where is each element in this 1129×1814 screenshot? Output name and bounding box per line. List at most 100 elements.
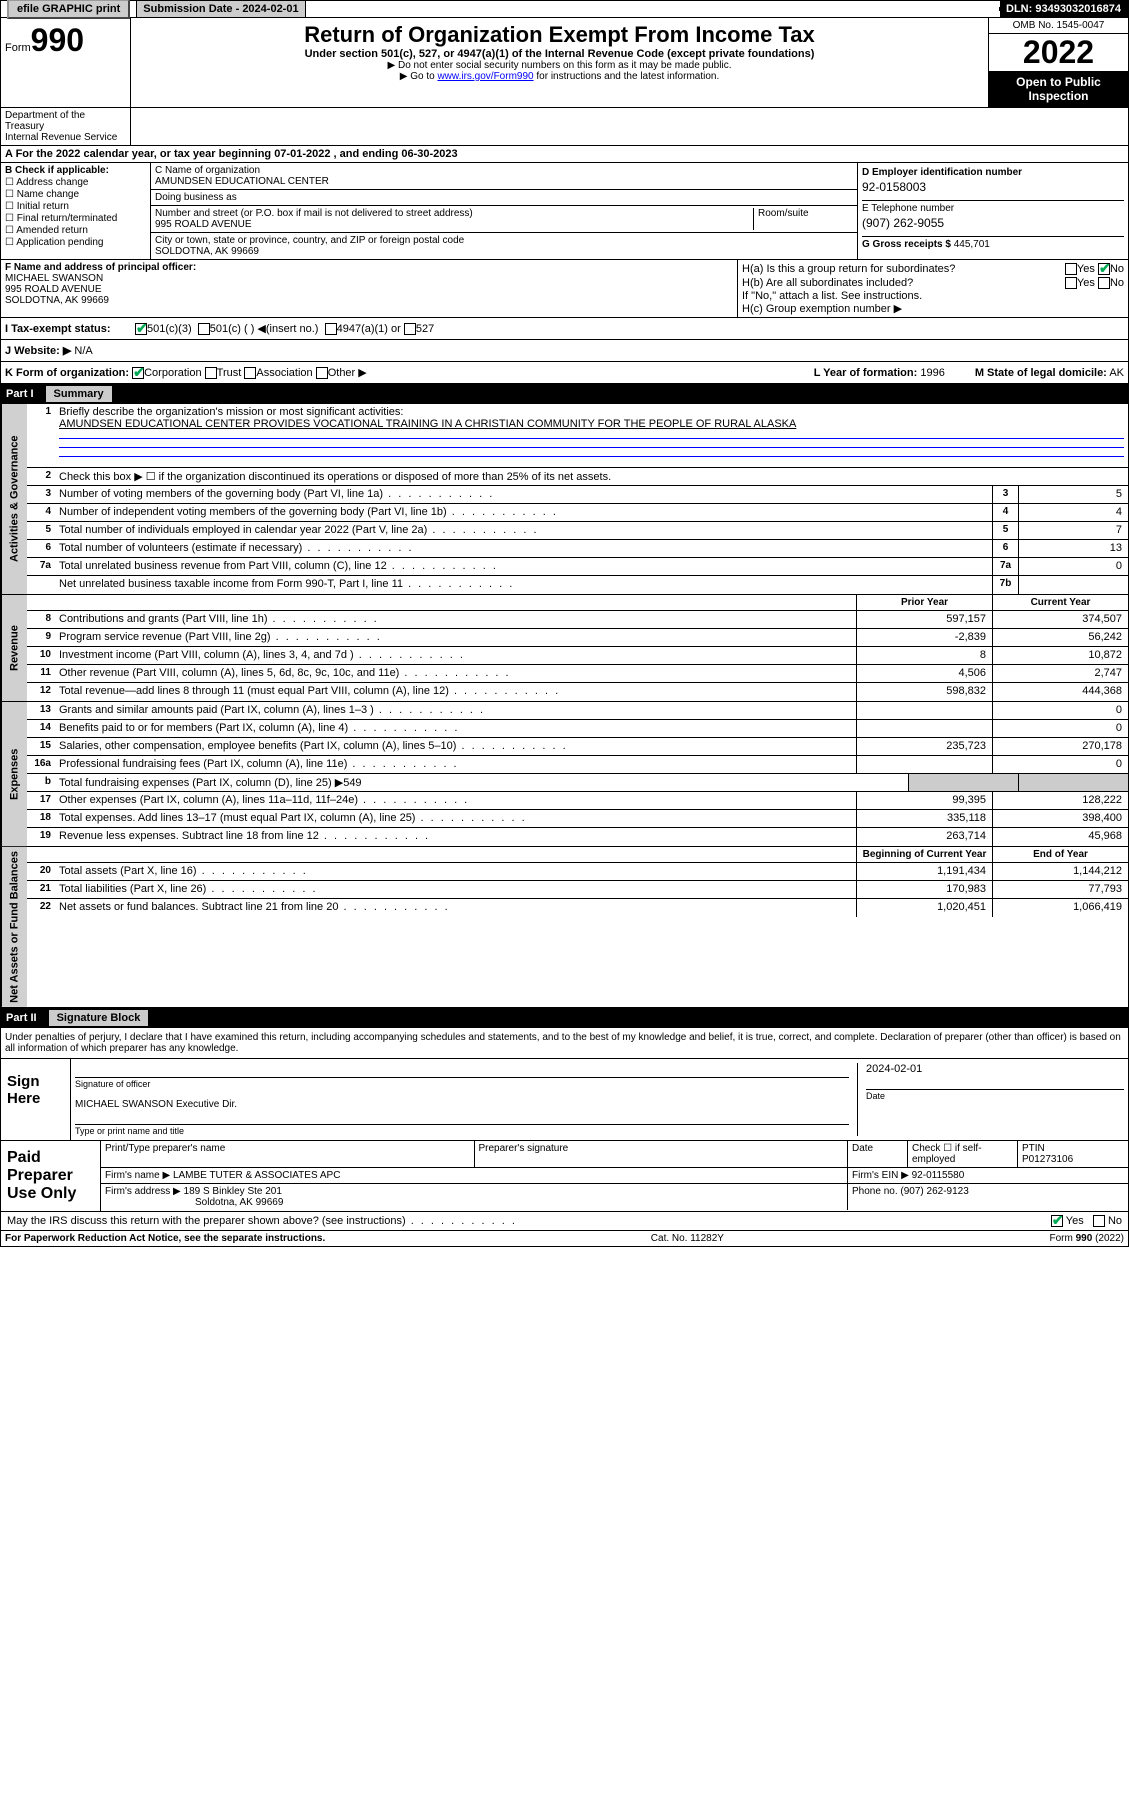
dln: DLN: 93493032016874 [1000, 1, 1128, 17]
col-prior: Beginning of Current Year [856, 847, 992, 862]
summary-row: 20Total assets (Part X, line 16)1,191,43… [27, 863, 1128, 881]
summary-row: 13Grants and similar amounts paid (Part … [27, 702, 1128, 720]
summary-row: 21Total liabilities (Part X, line 26)170… [27, 881, 1128, 899]
summary-row: 19Revenue less expenses. Subtract line 1… [27, 828, 1128, 846]
ha-yes[interactable] [1065, 263, 1077, 275]
ha-label: H(a) Is this a group return for subordin… [742, 263, 955, 275]
chk-final-return[interactable]: ☐ Final return/terminated [5, 213, 146, 224]
irs-link[interactable]: www.irs.gov/Form990 [437, 71, 533, 82]
part2-title: Signature Block [49, 1010, 149, 1026]
summary-row: 16aProfessional fundraising fees (Part I… [27, 756, 1128, 774]
prep-name-label: Print/Type preparer's name [101, 1141, 475, 1167]
section-side-label: Activities & Governance [1, 404, 27, 594]
chk-527[interactable] [404, 323, 416, 335]
part1-header: Part I Summary [0, 384, 1129, 404]
summary-row: 11Other revenue (Part VIII, column (A), … [27, 665, 1128, 683]
sign-here-label: Sign Here [1, 1059, 71, 1140]
section-fh: F Name and address of principal officer:… [0, 260, 1129, 318]
gross-receipts: 445,701 [954, 239, 990, 250]
top-bar: efile GRAPHIC print Submission Date - 20… [0, 0, 1129, 18]
summary-row: 18Total expenses. Add lines 13–17 (must … [27, 810, 1128, 828]
chk-other[interactable] [316, 367, 328, 379]
row-i: I Tax-exempt status: 501(c)(3) 501(c) ( … [0, 318, 1129, 340]
section-side-label: Revenue [1, 595, 27, 701]
summary-row: 12Total revenue—add lines 8 through 11 (… [27, 683, 1128, 701]
form-title: Return of Organization Exempt From Incom… [135, 22, 984, 48]
summary-table: Activities & Governance1Briefly describe… [0, 404, 1129, 1008]
signature-section: Under penalties of perjury, I declare th… [0, 1028, 1129, 1231]
paid-preparer-section: Paid Preparer Use Only Print/Type prepar… [1, 1141, 1128, 1212]
hb-yes[interactable] [1065, 277, 1077, 289]
chk-4947[interactable] [325, 323, 337, 335]
chk-application-pending[interactable]: ☐ Application pending [5, 237, 146, 248]
firm-addr-label: Firm's address ▶ [105, 1186, 181, 1197]
summary-row: 6Total number of volunteers (estimate if… [27, 540, 1128, 558]
summary-row: bTotal fundraising expenses (Part IX, co… [27, 774, 1128, 792]
efile-print-button[interactable]: efile GRAPHIC print [7, 0, 130, 19]
year-formation: 1996 [920, 367, 944, 379]
domicile-state: AK [1109, 367, 1124, 379]
row-k: K Form of organization: Corporation Trus… [0, 362, 1129, 384]
prep-date-label: Date [848, 1141, 908, 1167]
summary-row: 3Number of voting members of the governi… [27, 486, 1128, 504]
chk-name-change[interactable]: ☐ Name change [5, 189, 146, 200]
part2-header: Part II Signature Block [0, 1008, 1129, 1028]
city-label: City or town, state or province, country… [155, 235, 853, 246]
part2-label: Part II [6, 1012, 45, 1024]
firm-name-label: Firm's name ▶ [105, 1170, 170, 1181]
summary-row: 1Briefly describe the organization's mis… [27, 404, 1128, 468]
i-label: I Tax-exempt status: [5, 323, 135, 335]
officer-addr1: 995 ROALD AVENUE [5, 284, 733, 295]
j-label: J Website: ▶ [5, 344, 71, 357]
footer-left: For Paperwork Reduction Act Notice, see … [5, 1233, 325, 1244]
ha-no[interactable] [1098, 263, 1110, 275]
prep-phone: (907) 262-9123 [900, 1186, 968, 1197]
k-label: K Form of organization: [5, 367, 129, 379]
submission-date: Submission Date - 2024-02-01 [137, 1, 305, 17]
firm-ein-label: Firm's EIN ▶ [852, 1170, 909, 1181]
firm-addr1: 189 S Binkley Ste 201 [184, 1186, 282, 1197]
firm-addr2: Soldotna, AK 99669 [195, 1197, 283, 1208]
hb-note: If "No," attach a list. See instructions… [742, 290, 1124, 302]
section-bcd: B Check if applicable: ☐ Address change … [0, 163, 1129, 260]
l-label: L Year of formation: [814, 367, 918, 379]
ein: 92-0158003 [862, 180, 1124, 194]
summary-row: 8Contributions and grants (Part VIII, li… [27, 611, 1128, 629]
chk-initial-return[interactable]: ☐ Initial return [5, 201, 146, 212]
discuss-no[interactable] [1093, 1215, 1105, 1227]
section-side-label: Expenses [1, 702, 27, 846]
discuss-yes[interactable] [1051, 1215, 1063, 1227]
prep-phone-label: Phone no. [852, 1186, 898, 1197]
dept-row: Department of the Treasury Internal Reve… [0, 108, 1129, 146]
gross-receipts-label: G Gross receipts $ [862, 239, 951, 250]
chk-501c[interactable] [198, 323, 210, 335]
summary-row: 5Total number of individuals employed in… [27, 522, 1128, 540]
discuss-text: May the IRS discuss this return with the… [7, 1215, 517, 1227]
room-label: Room/suite [753, 208, 853, 230]
ptin: P01273106 [1022, 1154, 1073, 1165]
city-state-zip: SOLDOTNA, AK 99669 [155, 246, 853, 257]
footer-right: Form 990 (2022) [1050, 1233, 1124, 1244]
chk-amended-return[interactable]: ☐ Amended return [5, 225, 146, 236]
dba-label: Doing business as [155, 192, 853, 203]
col-current: Current Year [992, 595, 1128, 610]
hb-no[interactable] [1098, 277, 1110, 289]
discuss-row: May the IRS discuss this return with the… [1, 1212, 1128, 1230]
chk-501c3[interactable] [135, 323, 147, 335]
form-header: Form990 Return of Organization Exempt Fr… [0, 18, 1129, 108]
c-name-label: C Name of organization [155, 165, 853, 176]
summary-row: 14Benefits paid to or for members (Part … [27, 720, 1128, 738]
chk-address-change[interactable]: ☐ Address change [5, 177, 146, 188]
dept-label: Department of the Treasury Internal Reve… [1, 108, 131, 145]
chk-association[interactable] [244, 367, 256, 379]
sig-date: 2024-02-01 [866, 1063, 1124, 1075]
website: N/A [74, 345, 92, 357]
row-j: J Website: ▶ N/A [0, 340, 1129, 362]
prep-check-label[interactable]: Check ☐ if self-employed [908, 1141, 1018, 1167]
officer-addr2: SOLDOTNA, AK 99669 [5, 295, 733, 306]
summary-row: 9Program service revenue (Part VIII, lin… [27, 629, 1128, 647]
omb-number: OMB No. 1545-0047 [989, 18, 1128, 34]
chk-corporation[interactable] [132, 367, 144, 379]
footer: For Paperwork Reduction Act Notice, see … [0, 1231, 1129, 1247]
chk-trust[interactable] [205, 367, 217, 379]
